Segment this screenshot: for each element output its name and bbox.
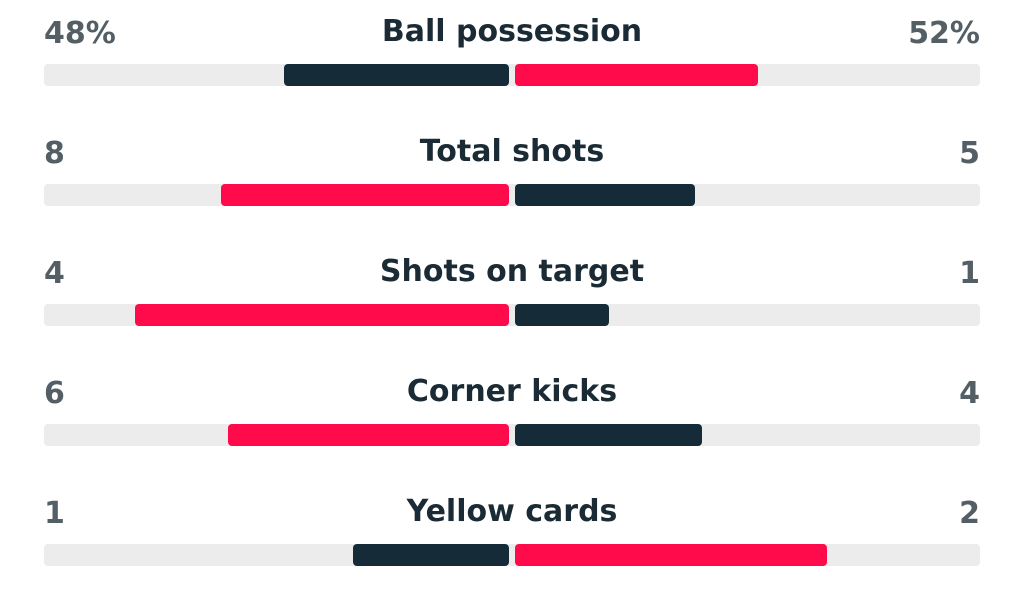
away-bar xyxy=(515,424,703,446)
away-value: 4 xyxy=(959,376,980,411)
home-value: 48% xyxy=(44,16,116,51)
away-value: 52% xyxy=(908,16,980,51)
stat-label: Shots on target xyxy=(379,254,645,289)
comparison-track xyxy=(44,304,980,326)
away-bar xyxy=(515,544,828,566)
stat-row-ball-possession: 48% Ball possession 52% xyxy=(44,14,980,114)
stat-label: Ball possession xyxy=(381,14,643,49)
stat-label: Total shots xyxy=(419,134,605,169)
stat-row-shots-on-target: 4 Shots on target 1 xyxy=(44,254,980,354)
home-bar xyxy=(284,64,509,86)
stat-label: Yellow cards xyxy=(406,494,618,529)
away-value: 5 xyxy=(959,136,980,171)
stat-row-corner-kicks: 6 Corner kicks 4 xyxy=(44,374,980,474)
comparison-track xyxy=(44,64,980,86)
home-value: 8 xyxy=(44,136,65,171)
away-value: 1 xyxy=(959,256,980,291)
home-bar xyxy=(353,544,509,566)
home-value: 1 xyxy=(44,496,65,531)
stat-label: Corner kicks xyxy=(406,374,618,409)
home-value: 6 xyxy=(44,376,65,411)
comparison-track xyxy=(44,544,980,566)
stat-row-total-shots: 8 Total shots 5 xyxy=(44,134,980,234)
home-bar xyxy=(221,184,509,206)
stat-row-yellow-cards: 1 Yellow cards 2 xyxy=(44,494,980,594)
away-bar xyxy=(515,184,696,206)
comparison-track xyxy=(44,424,980,446)
home-bar xyxy=(134,304,509,326)
comparison-track xyxy=(44,184,980,206)
away-bar xyxy=(515,304,609,326)
home-bar xyxy=(228,424,509,446)
away-bar xyxy=(515,64,759,86)
home-value: 4 xyxy=(44,256,65,291)
away-value: 2 xyxy=(959,496,980,531)
